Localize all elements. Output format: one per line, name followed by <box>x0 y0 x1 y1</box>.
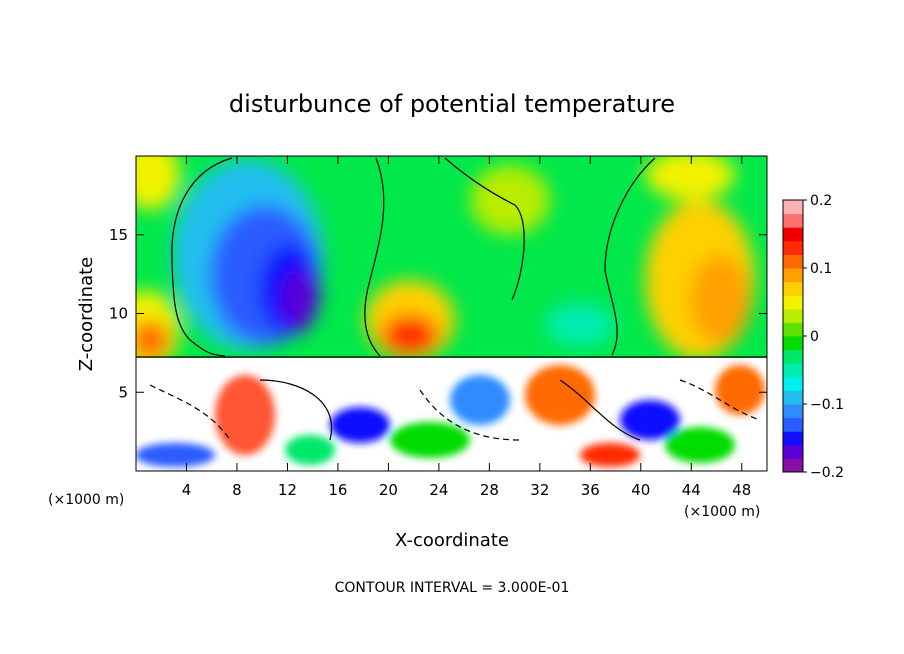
x-tick-label: 40 <box>631 481 650 499</box>
x-tick-label: 32 <box>530 481 549 499</box>
colorbar-tick-label: 0.2 <box>810 193 832 209</box>
colorbar-swatch <box>783 417 803 432</box>
x-unit-left: (×1000 m) <box>48 492 124 508</box>
colorbar-tick-label: −0.2 <box>810 465 844 481</box>
x-tick-label: 48 <box>732 481 751 499</box>
y-tick-label: 5 <box>118 383 128 401</box>
colorbar-swatch <box>783 240 803 255</box>
colorbar-swatch <box>783 363 803 378</box>
colorbar-swatch <box>783 268 803 283</box>
colorbar-swatch <box>783 200 803 215</box>
colorbar-swatch <box>783 281 803 296</box>
x-tick-label: 20 <box>379 481 398 499</box>
contour-interval-note: CONTOUR INTERVAL = 3.000E-01 <box>335 580 570 596</box>
colorbar-tick-label: −0.1 <box>810 397 844 413</box>
colorbar-swatch <box>783 254 803 269</box>
y-axis-label: Z-coordinate <box>76 257 97 372</box>
colorbar-swatch <box>783 213 803 228</box>
x-tick-label: 24 <box>429 481 448 499</box>
lower-field <box>136 365 765 467</box>
colorbar-swatch <box>783 227 803 242</box>
x-axis: 4 8 12 16 20 24 28 32 36 40 44 48 <box>182 156 751 499</box>
plot-area <box>136 156 767 471</box>
x-tick-label: 12 <box>278 481 297 499</box>
colorbar-swatch <box>783 295 803 310</box>
x-unit-right: (×1000 m) <box>684 504 760 520</box>
colorbar-tick-label: 0 <box>810 329 819 345</box>
colorbar-swatch <box>783 390 803 405</box>
x-tick-label: 8 <box>232 481 242 499</box>
y-axis: 5 10 15 <box>109 226 767 401</box>
y-tick-label: 10 <box>109 305 128 323</box>
x-tick-label: 36 <box>581 481 600 499</box>
x-tick-label: 44 <box>682 481 701 499</box>
colorbar-tick-label: 0.1 <box>810 261 832 277</box>
colorbar-swatch <box>783 458 803 473</box>
colorbar-swatch <box>783 376 803 391</box>
x-tick-label: 4 <box>182 481 192 499</box>
colorbar-swatch <box>783 349 803 364</box>
x-tick-label: 16 <box>328 481 347 499</box>
colorbar-swatch <box>783 404 803 419</box>
x-axis-label: X-coordinate <box>395 530 509 551</box>
colorbar-swatch <box>783 431 803 446</box>
colorbar-swatch <box>783 336 803 351</box>
colorbar-swatch <box>783 308 803 323</box>
contour-lines <box>136 157 767 441</box>
colorbar-swatch <box>783 322 803 337</box>
chart-title: disturbunce of potential temperature <box>229 90 675 118</box>
colorbar: 0.2 0.1 0 −0.1 −0.2 <box>782 193 844 481</box>
y-tick-label: 15 <box>109 226 128 244</box>
upper-field <box>136 156 755 370</box>
colorbar-swatch <box>783 444 803 459</box>
x-tick-label: 28 <box>480 481 499 499</box>
